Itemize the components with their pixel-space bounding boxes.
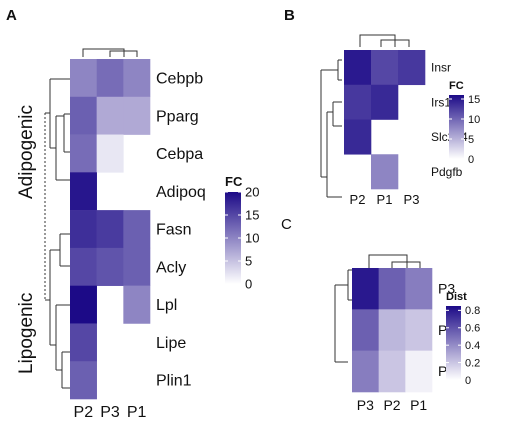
- column-dendrogram-c: [368, 254, 421, 268]
- row-label: Lpl: [156, 297, 177, 314]
- heatmap-cell-a-fasn-p3: [96, 210, 124, 249]
- column-label: P3: [357, 397, 374, 413]
- legend-tick-label: 20: [245, 185, 259, 200]
- legend-tick-label: 0: [465, 375, 471, 387]
- heatmap-cell-b-irs1-p1: [371, 84, 399, 120]
- legend-tick-label: 5: [468, 134, 474, 146]
- column-dendrogram-a: [82, 48, 138, 57]
- heatmap-cell-a-acly-p1: [123, 247, 151, 286]
- row-dendrogram-c: [334, 269, 352, 363]
- column-label: P1: [410, 397, 427, 413]
- heatmap-cell-a-adipoq-p2: [70, 172, 97, 211]
- column-label: P3: [100, 404, 120, 421]
- heatmap-a: Cebpb Pparg Cebpa Adipoq Fasn Acly Lpl Lipe Plin…: [70, 59, 259, 421]
- heatmap-cell-a-lpl-p1: [123, 285, 151, 324]
- row-label: Cebpa: [156, 146, 203, 163]
- heatmap-b: InsrIrs1Slc2a4PdgfbP2P1P3FC051015: [344, 50, 480, 207]
- row-label: Plin1: [156, 373, 192, 390]
- heatmap-cell-a-pparg-p1: [123, 96, 151, 135]
- heatmap-cell-a-plin1-p2: [70, 361, 97, 400]
- heatmap-cell-c-p1-p3: [352, 350, 379, 393]
- legend-tick-label: 0.4: [465, 340, 480, 352]
- legend-title: Dist: [446, 291, 467, 303]
- legend-tick-label: 10: [245, 231, 259, 246]
- heatmap-cell-a-acly-p3: [96, 247, 124, 286]
- heatmap-cell-a-cebpb-p1: [123, 59, 151, 98]
- row-dendrogram-b: [320, 59, 342, 198]
- legend-tick-label: 0.8: [465, 305, 480, 317]
- column-label: P2: [383, 397, 400, 413]
- row-label: Irs1: [431, 95, 451, 109]
- legend-title: FC: [449, 80, 464, 92]
- legend-tick-label: 15: [468, 94, 480, 106]
- legend-tick-label: 5: [245, 254, 252, 269]
- heatmap-cell-b-insr-p2: [344, 50, 372, 86]
- panel-label-c: C: [281, 216, 292, 233]
- heatmap-cell-a-cebpa-p3: [96, 134, 124, 173]
- heatmap-cell-c-p1-p2: [378, 350, 406, 393]
- group-label-adipogenic: Adipogenic: [16, 105, 37, 199]
- row-label: Pparg: [156, 108, 199, 125]
- row-label: Acly: [156, 259, 186, 276]
- legend-title: FC: [225, 174, 243, 189]
- heatmap-cell-c-p2-p3: [352, 309, 379, 351]
- legend-tick-label: 0.2: [465, 357, 480, 369]
- row-label: Fasn: [156, 222, 192, 239]
- heatmap-cell-a-fasn-p1: [123, 210, 151, 249]
- row-label: Cebpb: [156, 70, 203, 87]
- heatmap-cell-b-slc2a4-p2: [344, 119, 372, 155]
- heatmap-cell-c-p2-p1: [405, 309, 433, 351]
- legend-tick-label: 0.6: [465, 323, 480, 335]
- legend-colorbar: [446, 306, 461, 380]
- column-label: P3: [404, 192, 420, 207]
- legend-tick-label: 15: [245, 208, 259, 223]
- column-label: P2: [350, 192, 366, 207]
- column-dendrogram-b: [359, 34, 410, 47]
- heatmap-cell-b-insr-p3: [398, 50, 426, 86]
- row-label: Adipoq: [156, 184, 206, 201]
- heatmap-cell-b-pdgfb-p1: [371, 154, 399, 190]
- row-label: Insr: [431, 61, 451, 75]
- heatmap-cell-b-irs1-p2: [344, 84, 372, 120]
- legend-tick-label: 10: [468, 114, 480, 126]
- panel-label-b: B: [284, 7, 295, 24]
- legend-tick-label: 0: [468, 154, 474, 166]
- heatmap-cell-c-p3-p1: [405, 268, 433, 310]
- heatmap-cell-a-acly-p2: [70, 247, 97, 286]
- column-label: P2: [74, 404, 94, 421]
- heatmap-cell-a-fasn-p2: [70, 210, 97, 249]
- row-dendrogram-a: [44, 78, 70, 389]
- legend-colorbar: [225, 192, 241, 284]
- heatmap-cell-c-p2-p2: [378, 309, 406, 351]
- column-label: P1: [127, 404, 147, 421]
- heatmap-cell-a-pparg-p2: [70, 96, 97, 135]
- legend-colorbar: [449, 95, 464, 159]
- heatmap-cell-c-p3-p2: [378, 268, 406, 310]
- heatmap-cell-a-lipe-p2: [70, 323, 97, 362]
- heatmap-c: P3P2P1P3P2P1Dist00.20.40.60.8: [352, 268, 480, 413]
- heatmap-cell-c-p3-p3: [352, 268, 379, 310]
- heatmap-cell-c-p1-p1: [405, 350, 433, 393]
- panel-label-a: A: [6, 7, 17, 24]
- heatmap-cell-a-cebpb-p3: [96, 59, 124, 98]
- row-label: Lipe: [156, 335, 186, 352]
- row-label: P3: [438, 281, 455, 297]
- heatmap-cell-a-pparg-p3: [96, 96, 124, 135]
- heatmap-cell-b-insr-p1: [371, 50, 399, 86]
- group-label-lipogenic: Lipogenic: [16, 293, 37, 374]
- row-label: Pdgfb: [431, 165, 463, 179]
- heatmap-cell-a-cebpb-p2: [70, 59, 97, 98]
- legend-tick-label: 0: [245, 277, 252, 292]
- heatmap-cell-a-cebpa-p2: [70, 134, 97, 173]
- heatmap-cell-a-lpl-p2: [70, 285, 97, 324]
- column-label: P1: [377, 192, 393, 207]
